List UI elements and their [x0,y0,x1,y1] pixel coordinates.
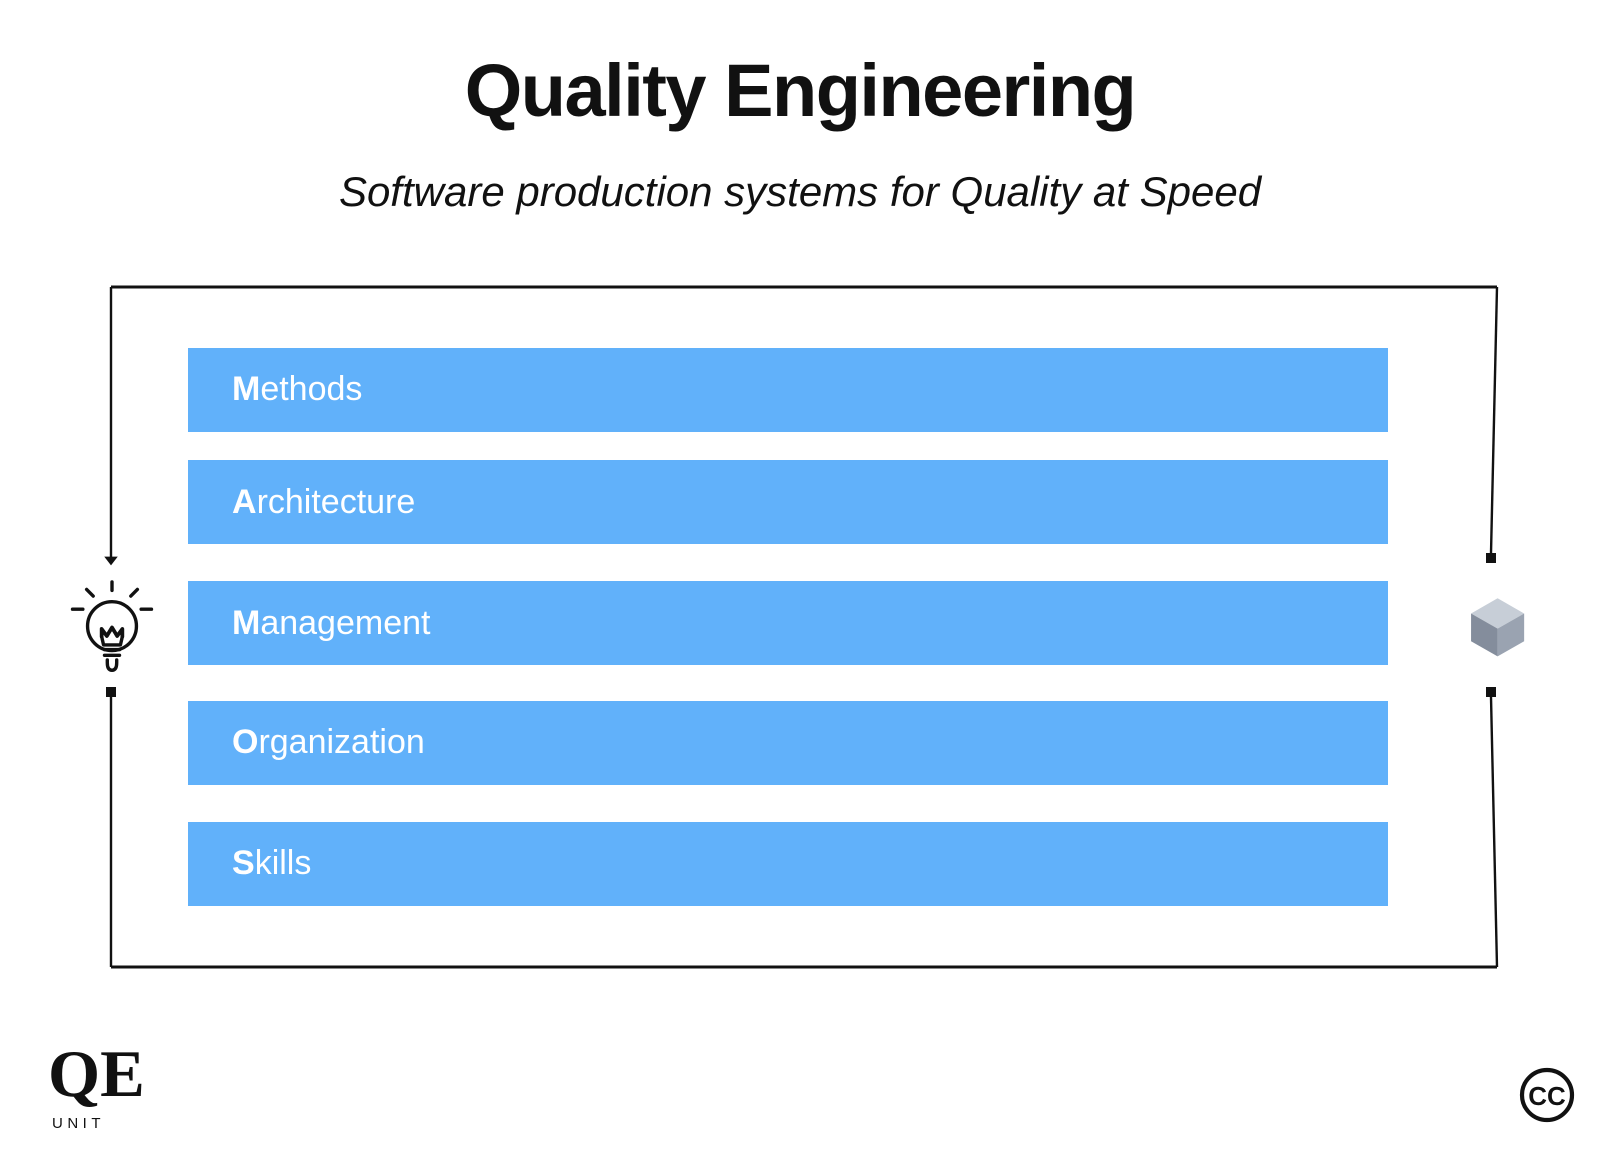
svg-text:QE: QE [48,1037,145,1111]
svg-text:CC: CC [1528,1081,1566,1111]
svg-text:UNIT: UNIT [52,1115,105,1132]
